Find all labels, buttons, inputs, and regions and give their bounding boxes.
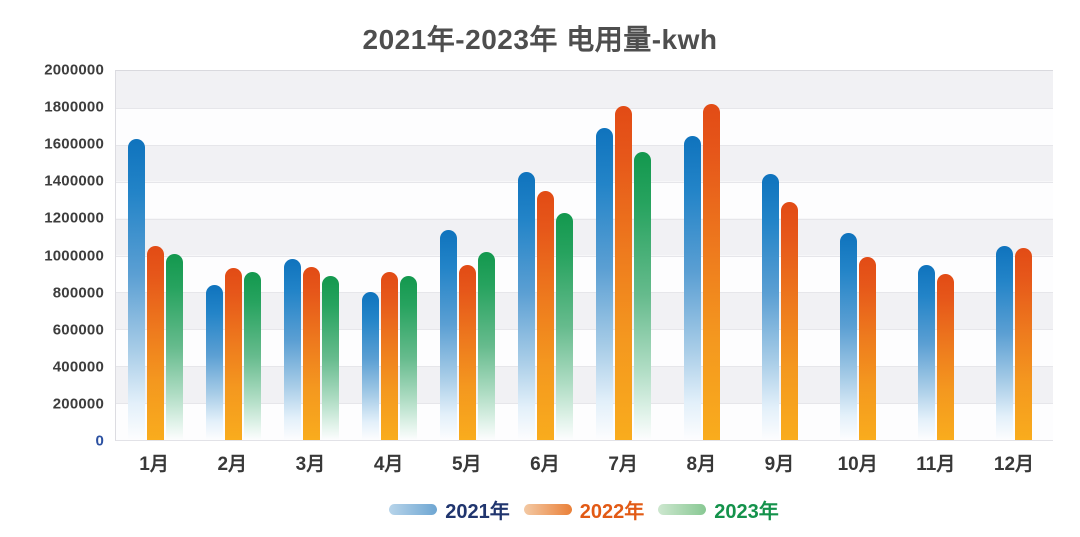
legend-item-2022[interactable]: 2022年 <box>523 495 645 524</box>
legend-swatch-2022 <box>523 504 572 515</box>
bar-group-10月 <box>819 71 897 440</box>
legend-label-2021: 2021年 <box>445 501 510 523</box>
bar-group-11月 <box>897 71 975 440</box>
bar-2023年-4月[interactable] <box>399 275 417 440</box>
bar-group-6月 <box>506 71 584 440</box>
bar-2023年-1月[interactable] <box>165 253 183 440</box>
legend: 2021年 2022年 2023年 <box>115 495 1053 524</box>
x-tick-label-8月: 8月 <box>686 454 717 475</box>
bar-2021年-10月[interactable] <box>839 233 857 440</box>
gridline <box>116 329 1053 331</box>
y-tick-label-600000: 600000 <box>52 321 104 339</box>
bar-2022年-7月[interactable] <box>615 106 632 440</box>
gridline <box>116 403 1053 405</box>
x-tick-label-10月: 10月 <box>837 454 878 475</box>
bar-2022年-5月[interactable] <box>458 264 476 440</box>
y-tick-label-800000: 800000 <box>52 284 104 302</box>
y-tick-label-200000: 200000 <box>52 395 104 413</box>
y-tick-label-400000: 400000 <box>52 358 104 376</box>
bar-2022年-8月[interactable] <box>702 104 720 440</box>
bar-group-5月 <box>428 71 506 440</box>
x-tick-label-1月: 1月 <box>139 454 169 475</box>
legend-label-2022: 2022年 <box>579 501 645 523</box>
bar-2021年-2月[interactable] <box>205 285 223 440</box>
y-tick-label-1200000: 1200000 <box>44 209 104 227</box>
gridline <box>116 255 1053 257</box>
x-tick-label-2月: 2月 <box>217 454 248 475</box>
plot-area <box>115 70 1053 441</box>
bar-2022年-3月[interactable] <box>302 266 320 440</box>
gridline <box>116 181 1053 183</box>
chart-title: 2021年-2023年 电用量-kwh <box>362 24 718 55</box>
y-axis: 2000000 1800000 1600000 1400000 1200000 10000… <box>0 62 104 450</box>
bar-group-9月 <box>741 71 819 440</box>
x-tick-label-4月: 4月 <box>373 454 404 475</box>
bar-2021年-1月[interactable] <box>127 139 145 440</box>
y-tick-label-1600000: 1600000 <box>44 135 104 153</box>
x-tick-label-7月: 7月 <box>608 454 638 475</box>
bar-2022年-12月[interactable] <box>1014 248 1032 440</box>
legend-item-2021[interactable]: 2021年 <box>389 495 510 524</box>
x-tick-label-12月: 12月 <box>993 454 1035 475</box>
bar-2022年-11月[interactable] <box>936 273 954 440</box>
gridline <box>116 292 1053 294</box>
y-tick-label-1400000: 1400000 <box>44 172 104 190</box>
bar-2022年-9月[interactable] <box>780 202 798 440</box>
x-tick-label-11月: 11月 <box>916 454 956 475</box>
bar-group-4月 <box>350 71 428 440</box>
bar-group-1月 <box>116 71 194 440</box>
bar-group-7月 <box>584 71 662 440</box>
bar-group-3月 <box>272 71 350 440</box>
bar-group-2月 <box>194 71 272 440</box>
bar-2022年-4月[interactable] <box>380 272 398 440</box>
y-tick-label-2000000: 2000000 <box>44 61 104 79</box>
legend-swatch-2021 <box>389 504 438 515</box>
legend-swatch-2023 <box>658 504 707 515</box>
bar-group-8月 <box>663 71 741 440</box>
x-axis: 1月 2月 3月 4月 5月 6月 7月 8月 9月 10月 11月 12月 <box>115 449 1053 476</box>
bar-2021年-8月[interactable] <box>683 135 701 440</box>
gridline <box>116 107 1053 109</box>
bar-2023年-3月[interactable] <box>321 275 339 440</box>
y-tick-label-1800000: 1800000 <box>44 98 104 116</box>
legend-item-2023[interactable]: 2023年 <box>658 495 779 524</box>
bar-2021年-4月[interactable] <box>361 292 379 440</box>
bar-2022年-1月[interactable] <box>146 246 164 440</box>
bar-2021年-5月[interactable] <box>439 229 457 440</box>
bar-2022年-10月[interactable] <box>858 257 876 440</box>
bar-2021年-3月[interactable] <box>283 259 301 440</box>
bar-2022年-2月[interactable] <box>224 268 242 440</box>
y-tick-label-0: 0 <box>95 432 104 450</box>
bar-2021年-12月[interactable] <box>995 246 1013 440</box>
bar-2022年-6月[interactable] <box>536 190 554 440</box>
bar-2021年-9月[interactable] <box>761 174 779 440</box>
bar-group-12月 <box>975 71 1053 440</box>
bar-2023年-2月[interactable] <box>243 272 261 440</box>
y-tick-label-1000000: 1000000 <box>44 247 104 264</box>
x-tick-label-9月: 9月 <box>764 454 795 475</box>
legend-label-2023: 2023年 <box>714 501 779 523</box>
x-tick-label-3月: 3月 <box>295 454 326 475</box>
gridline <box>116 218 1053 220</box>
bar-2021年-7月[interactable] <box>596 128 613 440</box>
bar-groups <box>116 71 1053 440</box>
x-tick-label-5月: 5月 <box>451 454 482 475</box>
bar-2021年-11月[interactable] <box>917 264 935 440</box>
bar-2023年-7月[interactable] <box>634 152 651 440</box>
bar-2023年-6月[interactable] <box>555 213 573 440</box>
gridline <box>116 366 1053 368</box>
gridline <box>116 144 1053 146</box>
x-tick-label-6月: 6月 <box>530 454 560 475</box>
bar-2021年-6月[interactable] <box>517 172 535 440</box>
bar-2023年-5月[interactable] <box>477 251 495 440</box>
